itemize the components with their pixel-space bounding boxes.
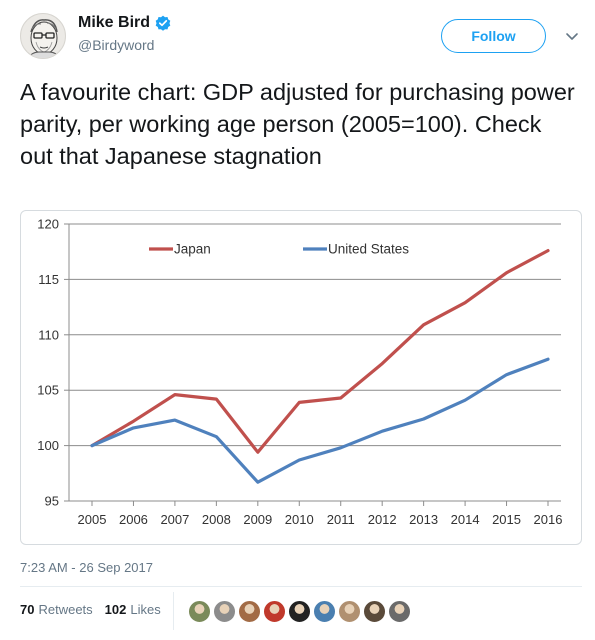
y-tick-label: 105 — [37, 383, 59, 398]
x-tick-label: 2008 — [202, 512, 231, 527]
display-name[interactable]: Mike Bird — [78, 14, 171, 32]
liker-avatar-icon[interactable] — [313, 600, 336, 623]
retweets-stat[interactable]: 70 Retweets — [20, 602, 93, 617]
x-tick-label: 2013 — [409, 512, 438, 527]
x-tick-label: 2014 — [451, 512, 480, 527]
y-tick-label: 115 — [38, 272, 59, 287]
user-handle[interactable]: @Birdyword — [78, 37, 155, 53]
x-tick-label: 2011 — [327, 512, 355, 527]
x-tick-label: 2016 — [534, 512, 563, 527]
y-tick-label: 100 — [37, 438, 59, 453]
chart-image[interactable]: 95 100 105 110 115 120 2005 2006 2007 2008 2009 201… — [20, 210, 582, 545]
retweets-count: 70 — [20, 602, 35, 617]
chevron-down-icon[interactable] — [562, 26, 582, 46]
x-tick-label: 2015 — [492, 512, 521, 527]
liker-avatar-icon[interactable] — [388, 600, 411, 623]
x-tick-label: 2005 — [78, 512, 107, 527]
stats-separator — [173, 592, 174, 630]
tweet-timestamp[interactable]: 7:23 AM - 26 Sep 2017 — [20, 560, 153, 575]
y-tick-label: 110 — [38, 327, 59, 342]
engagement-stats: 70 Retweets 102 Likes — [20, 602, 173, 617]
follow-button[interactable]: Follow — [441, 19, 546, 53]
line-chart: 95 100 105 110 115 120 2005 2006 2007 2008 2009 201… — [37, 217, 563, 528]
verified-badge-icon — [155, 15, 171, 31]
likes-stat[interactable]: 102 Likes — [105, 602, 161, 617]
retweets-label: Retweets — [38, 602, 93, 617]
liker-avatar-icon[interactable] — [188, 600, 211, 623]
display-name-text: Mike Bird — [78, 14, 151, 31]
x-tick-label: 2007 — [160, 512, 189, 527]
legend-label: United States — [328, 242, 409, 257]
series-line-united-states — [90, 357, 550, 484]
liker-avatar-icon[interactable] — [338, 600, 361, 623]
avatar-sketch-icon — [27, 19, 61, 58]
likes-label: Likes — [130, 602, 161, 617]
x-tick-label: 2006 — [119, 512, 148, 527]
liker-avatars — [188, 600, 411, 623]
divider — [20, 586, 582, 587]
liker-avatar-icon[interactable] — [263, 600, 286, 623]
x-tick-label: 2010 — [285, 512, 314, 527]
likes-count: 102 — [104, 602, 127, 617]
y-tick-label: 120 — [37, 217, 59, 232]
x-tick-label: 2012 — [368, 512, 397, 527]
liker-avatar-icon[interactable] — [238, 600, 261, 623]
series-line-japan — [90, 248, 550, 454]
x-tick-label: 2009 — [243, 512, 272, 527]
liker-avatar-icon[interactable] — [213, 600, 236, 623]
tweet-text: A favourite chart: GDP adjusted for purc… — [20, 79, 575, 169]
liker-avatar-icon[interactable] — [363, 600, 386, 623]
legend-label: Japan — [174, 242, 211, 257]
y-tick-label: 95 — [45, 494, 59, 509]
liker-avatar-icon[interactable] — [288, 600, 311, 623]
avatar[interactable] — [20, 13, 66, 59]
